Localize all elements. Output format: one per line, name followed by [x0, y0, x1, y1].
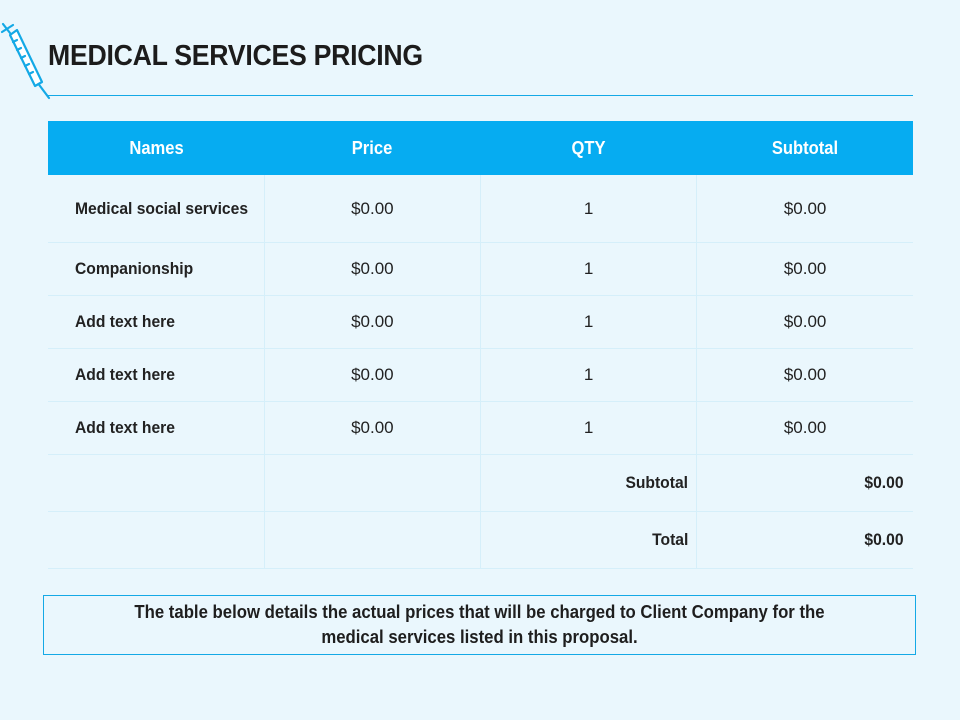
- service-name: Add text here: [48, 348, 265, 402]
- service-qty: 1: [480, 242, 698, 296]
- service-subtotal: $0.00: [696, 175, 913, 243]
- total-label: Total: [480, 511, 698, 569]
- service-price: $0.00: [264, 348, 482, 402]
- page-title: MEDICAL SERVICES PRICING: [48, 40, 423, 72]
- service-subtotal: $0.00: [696, 348, 913, 402]
- table-row: Add text here $0.00 1 $0.00: [48, 295, 913, 349]
- total-row: Total $0.00: [48, 511, 913, 569]
- service-qty: 1: [480, 295, 698, 349]
- empty-cell: [48, 511, 265, 569]
- service-price: $0.00: [264, 401, 482, 455]
- header-qty: QTY: [480, 121, 697, 175]
- header-names: Names: [48, 121, 265, 175]
- header-price: Price: [264, 121, 481, 175]
- description-text: The table below details the actual price…: [134, 602, 825, 647]
- service-price: $0.00: [264, 242, 482, 296]
- table-row: Add text here $0.00 1 $0.00: [48, 348, 913, 402]
- service-name: Add text here: [48, 295, 265, 349]
- empty-cell: [264, 511, 482, 569]
- service-name: Add text here: [48, 401, 265, 455]
- syringe-icon: [0, 22, 51, 100]
- total-value: $0.00: [696, 511, 913, 569]
- empty-cell: [264, 454, 482, 512]
- service-subtotal: $0.00: [696, 295, 913, 349]
- service-qty: 1: [480, 348, 698, 402]
- empty-cell: [48, 454, 265, 512]
- pricing-table: Names Price QTY Subtotal Medical social …: [48, 121, 913, 569]
- service-name: Companionship: [48, 242, 265, 296]
- table-row: Companionship $0.00 1 $0.00: [48, 242, 913, 296]
- subtotal-row: Subtotal $0.00: [48, 454, 913, 512]
- table-row: Add text here $0.00 1 $0.00: [48, 401, 913, 455]
- service-subtotal: $0.00: [696, 401, 913, 455]
- service-qty: 1: [480, 401, 698, 455]
- service-qty: 1: [480, 175, 698, 243]
- table-row: Medical social services $0.00 1 $0.00: [48, 175, 913, 243]
- service-subtotal: $0.00: [696, 242, 913, 296]
- service-price: $0.00: [264, 175, 482, 243]
- subtotal-label: Subtotal: [480, 454, 698, 512]
- subtotal-value: $0.00: [696, 454, 913, 512]
- service-name: Medical social services: [48, 175, 265, 243]
- title-underline: [48, 95, 913, 96]
- service-price: $0.00: [264, 295, 482, 349]
- description-box: The table below details the actual price…: [43, 595, 916, 655]
- table-header-row: Names Price QTY Subtotal: [48, 121, 913, 175]
- header-subtotal: Subtotal: [696, 121, 913, 175]
